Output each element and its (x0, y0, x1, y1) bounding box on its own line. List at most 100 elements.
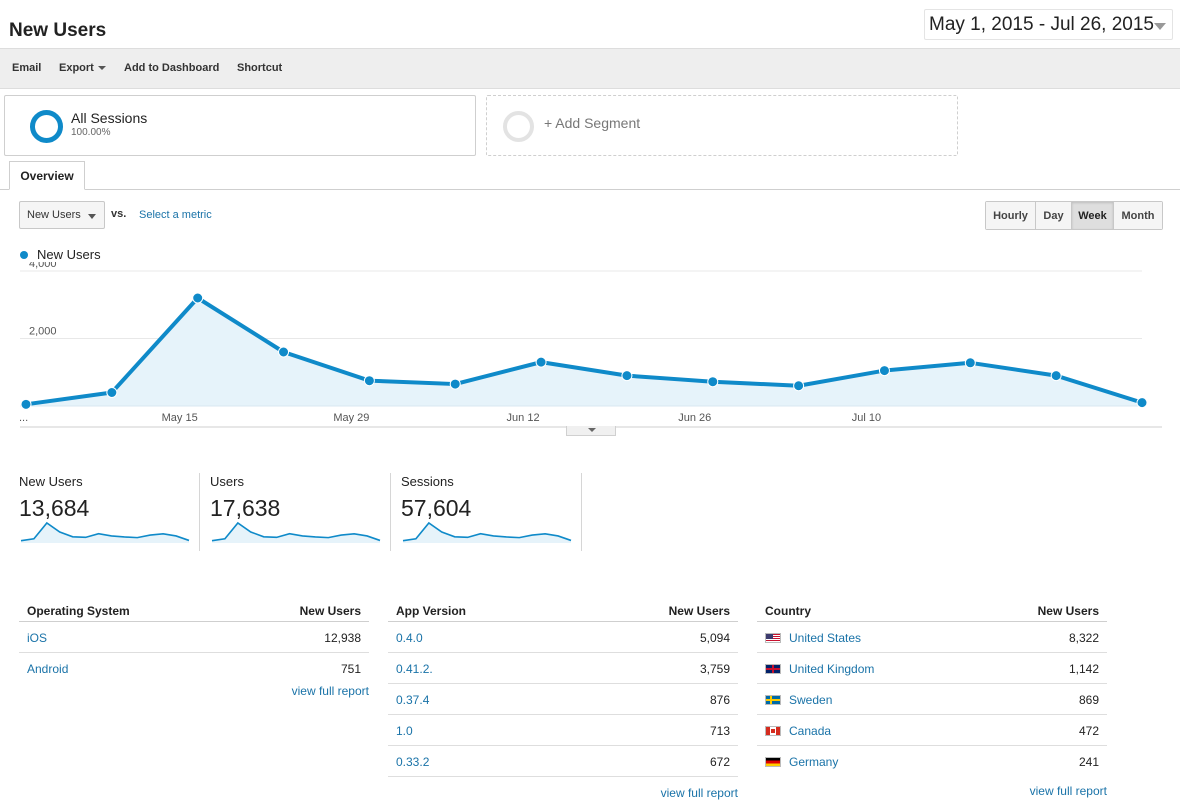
canada-flag-icon (765, 726, 781, 736)
scorecard-new-users[interactable]: New Users 13,684 (19, 473, 191, 551)
sparkline (20, 521, 190, 543)
row-link[interactable]: Germany (789, 755, 839, 769)
series-area (26, 298, 1142, 406)
germany-flag-icon (765, 757, 781, 767)
sparkline-line (402, 521, 572, 542)
uk-flag-icon (765, 664, 781, 674)
row-link[interactable]: 1.0 (396, 724, 413, 738)
table-app-version: App Version New Users 0.4.0 5,094 0.41.2… (388, 600, 738, 800)
sparkline-line (20, 521, 190, 542)
y-tick-label: 4,000 (29, 262, 57, 270)
table-row: 1.0 713 (388, 715, 738, 746)
scorecard-users[interactable]: Users 17,638 (210, 473, 382, 551)
row-value: 472 (1078, 724, 1099, 738)
date-range-label: May 1, 2015 - Jul 26, 2015 (929, 13, 1154, 35)
table-row: Sweden 869 (757, 684, 1107, 715)
x-tick-label: May 15 (162, 412, 198, 424)
x-tick-label: Jun 12 (507, 412, 540, 424)
column-header[interactable]: Operating System (27, 604, 130, 618)
view-full-report-link[interactable]: view full report (660, 786, 738, 800)
column-header[interactable]: New Users (299, 604, 361, 618)
add-segment-button[interactable]: + Add Segment (486, 95, 958, 156)
scorecard-label: New Users (19, 474, 83, 489)
report-toolbar: Email Export Add to Dashboard Shortcut (0, 48, 1180, 89)
table-row: 0.41.2. 3,759 (388, 653, 738, 684)
add-to-dashboard-button[interactable]: Add to Dashboard (124, 62, 220, 74)
x-tick-label: Jun 26 (678, 412, 711, 424)
select-metric-link[interactable]: Select a metric (139, 209, 212, 221)
data-point (878, 365, 890, 377)
chevron-down-icon (97, 66, 106, 71)
table-country: Country New Users United States 8,322 Un… (757, 600, 1107, 798)
period-week-button[interactable]: Week (1072, 202, 1114, 229)
row-link[interactable]: 0.4.0 (396, 631, 423, 645)
row-link[interactable]: iOS (27, 631, 48, 645)
tab-divider (0, 189, 1180, 190)
data-point (535, 356, 547, 368)
row-value: 713 (709, 724, 730, 738)
row-link[interactable]: Canada (789, 724, 832, 738)
data-point (192, 292, 204, 304)
data-point (621, 370, 633, 382)
row-link[interactable]: 0.33.2 (396, 755, 430, 769)
table-row: United States 8,322 (757, 622, 1107, 653)
segment-all-sessions[interactable]: All Sessions 100.00% (4, 95, 476, 156)
view-full-report-link[interactable]: view full report (291, 684, 369, 698)
tab-overview[interactable]: Overview (9, 161, 85, 190)
column-header[interactable]: New Users (668, 604, 730, 618)
sparkline (402, 521, 572, 543)
data-point (20, 398, 32, 410)
table-header: Country New Users (757, 600, 1107, 622)
table-header: Operating System New Users (19, 600, 369, 622)
period-toggle: Hourly Day Week Month (985, 201, 1163, 230)
sparkline-area (212, 523, 380, 543)
sparkline (211, 521, 381, 543)
metric-dropdown[interactable]: New Users (19, 201, 105, 229)
export-label: Export (59, 62, 94, 74)
row-value: 672 (709, 755, 730, 769)
row-value: 241 (1078, 755, 1099, 769)
date-range-picker[interactable]: May 1, 2015 - Jul 26, 2015 (924, 9, 1173, 40)
data-point (1050, 370, 1062, 382)
row-link[interactable]: 0.41.2. (396, 662, 433, 676)
export-button[interactable]: Export (59, 62, 106, 74)
legend-label: New Users (37, 247, 101, 262)
divider (390, 473, 391, 551)
period-day-button[interactable]: Day (1036, 202, 1072, 229)
email-button[interactable]: Email (12, 62, 42, 74)
x-tick-label: May 29 (333, 412, 369, 424)
row-link[interactable]: Android (27, 662, 69, 676)
row-link[interactable]: Sweden (789, 693, 833, 707)
legend-dot-icon (20, 251, 28, 259)
segment-percent: 100.00% (71, 127, 111, 138)
add-segment-label: + Add Segment (544, 115, 641, 131)
row-link[interactable]: United States (789, 631, 862, 645)
table-row: Germany 241 (757, 746, 1107, 777)
row-value: 3,759 (699, 662, 730, 676)
column-header[interactable]: Country (765, 604, 811, 618)
view-full-report-link[interactable]: view full report (1029, 784, 1107, 798)
scorecard-label: Users (210, 474, 244, 489)
table-operating-system: Operating System New Users iOS 12,938 An… (19, 600, 369, 698)
row-link[interactable]: 0.37.4 (396, 693, 430, 707)
period-month-button[interactable]: Month (1114, 202, 1162, 229)
row-link[interactable]: United Kingdom (789, 662, 875, 676)
column-header[interactable]: New Users (1037, 604, 1099, 618)
scorecard-value: 13,684 (19, 495, 90, 521)
data-point (1136, 397, 1148, 409)
data-point (106, 387, 118, 398)
scorecard-label: Sessions (401, 474, 454, 489)
y-tick-label: 2,000 (29, 326, 57, 338)
data-point (278, 346, 290, 358)
shortcut-button[interactable]: Shortcut (237, 62, 283, 74)
scorecard-sessions[interactable]: Sessions 57,604 (401, 473, 573, 551)
table-row: 0.33.2 672 (388, 746, 738, 777)
scorecard-value: 57,604 (401, 495, 472, 521)
empty-segment-ring-icon (503, 111, 534, 142)
chart-collapse-handle[interactable] (566, 426, 616, 436)
sweden-flag-icon (765, 695, 781, 705)
period-hourly-button[interactable]: Hourly (986, 202, 1036, 229)
table-row: United Kingdom 1,142 (757, 653, 1107, 684)
metric-dropdown-label: New Users (27, 209, 81, 221)
column-header[interactable]: App Version (396, 604, 467, 618)
